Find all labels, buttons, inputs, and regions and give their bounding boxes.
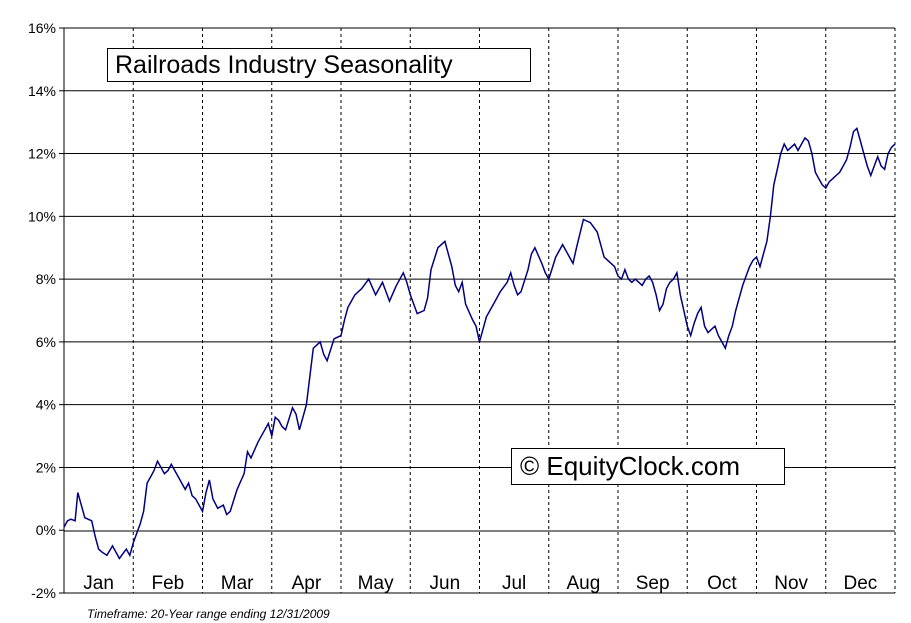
y-tick-label: 14% [28, 83, 56, 99]
x-tick-label: May [358, 573, 394, 594]
x-tick-label: Feb [152, 573, 185, 594]
y-tick-label: 4% [36, 397, 56, 413]
x-tick-label: Apr [292, 573, 322, 594]
y-tick-label: -2% [31, 585, 56, 601]
x-tick-label: Nov [774, 573, 808, 594]
y-tick-label: 8% [36, 271, 56, 287]
y-tick-label: 10% [28, 208, 56, 224]
x-tick-label: Jul [502, 573, 526, 594]
x-tick-label: Mar [221, 573, 254, 594]
vertical-gridlines [132, 28, 896, 593]
x-tick-label: Jun [430, 573, 461, 594]
seasonality-line [63, 127, 896, 560]
x-tick-label: Oct [707, 573, 737, 594]
timeframe-footnote: Timeframe: 20-Year range ending 12/31/20… [87, 607, 330, 621]
x-axis-ticks: Jan Feb Mar Apr May Jun Jul Aug Sep Oct Nov Dec [83, 573, 877, 594]
y-tick-label: 0% [36, 522, 56, 538]
watermark-credit: © EquityClock.com [511, 448, 785, 485]
y-axis-ticks: -2% 0% 2% 4% 6% 8% 10% 12% 14% 16% [28, 20, 64, 601]
y-tick-label: 2% [36, 459, 56, 475]
x-tick-label: Sep [636, 573, 670, 594]
x-tick-label: Jan [83, 573, 114, 594]
x-tick-label: Aug [566, 573, 600, 594]
chart-title: Railroads Industry Seasonality [107, 48, 531, 82]
y-tick-label: 16% [28, 20, 56, 36]
y-tick-label: 12% [28, 146, 56, 162]
x-tick-label: Dec [843, 573, 877, 594]
y-tick-label: 6% [36, 334, 56, 350]
